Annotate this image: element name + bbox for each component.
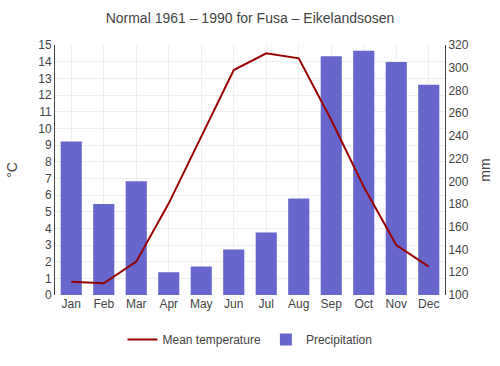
- svg-text:May: May: [190, 297, 213, 311]
- svg-text:0: 0: [45, 288, 52, 302]
- svg-text:11: 11: [39, 105, 52, 119]
- svg-text:160: 160: [448, 220, 468, 234]
- svg-text:°C: °C: [4, 162, 20, 178]
- svg-text:300: 300: [448, 61, 468, 75]
- svg-text:Jan: Jan: [62, 297, 81, 311]
- svg-text:7: 7: [45, 172, 52, 186]
- svg-text:Oct: Oct: [354, 297, 373, 311]
- svg-text:6: 6: [45, 188, 52, 202]
- svg-text:mm: mm: [477, 158, 493, 181]
- svg-text:5: 5: [45, 205, 52, 219]
- svg-text:Jun: Jun: [224, 297, 243, 311]
- svg-text:320: 320: [448, 38, 468, 52]
- svg-text:220: 220: [448, 152, 468, 166]
- svg-text:Mar: Mar: [126, 297, 147, 311]
- svg-text:280: 280: [448, 84, 468, 98]
- svg-text:9: 9: [45, 138, 52, 152]
- svg-text:13: 13: [38, 72, 52, 86]
- svg-text:Jul: Jul: [259, 297, 274, 311]
- svg-text:140: 140: [448, 243, 468, 257]
- svg-text:240: 240: [448, 129, 468, 143]
- svg-text:Precipitation: Precipitation: [306, 333, 372, 347]
- svg-text:Sep: Sep: [321, 297, 343, 311]
- svg-text:120: 120: [448, 265, 468, 279]
- svg-text:Normal 1961 – 1990 for Fusa –: Normal 1961 – 1990 for Fusa – Eikelandso…: [106, 10, 395, 26]
- svg-text:15: 15: [38, 38, 52, 52]
- svg-text:Nov: Nov: [386, 297, 407, 311]
- svg-text:Apr: Apr: [159, 297, 178, 311]
- svg-text:1: 1: [45, 272, 52, 286]
- svg-text:12: 12: [38, 88, 52, 102]
- svg-text:3: 3: [45, 238, 52, 252]
- svg-text:260: 260: [448, 106, 468, 120]
- svg-text:200: 200: [448, 175, 468, 189]
- svg-text:180: 180: [448, 197, 468, 211]
- svg-text:4: 4: [45, 222, 52, 236]
- svg-text:8: 8: [45, 155, 52, 169]
- svg-text:14: 14: [38, 55, 52, 69]
- svg-text:Mean temperature: Mean temperature: [163, 333, 261, 347]
- svg-text:10: 10: [38, 122, 52, 136]
- svg-text:Feb: Feb: [93, 297, 114, 311]
- svg-text:2: 2: [45, 255, 52, 269]
- svg-text:Aug: Aug: [288, 297, 309, 311]
- svg-text:Dec: Dec: [418, 297, 439, 311]
- svg-text:100: 100: [448, 288, 468, 302]
